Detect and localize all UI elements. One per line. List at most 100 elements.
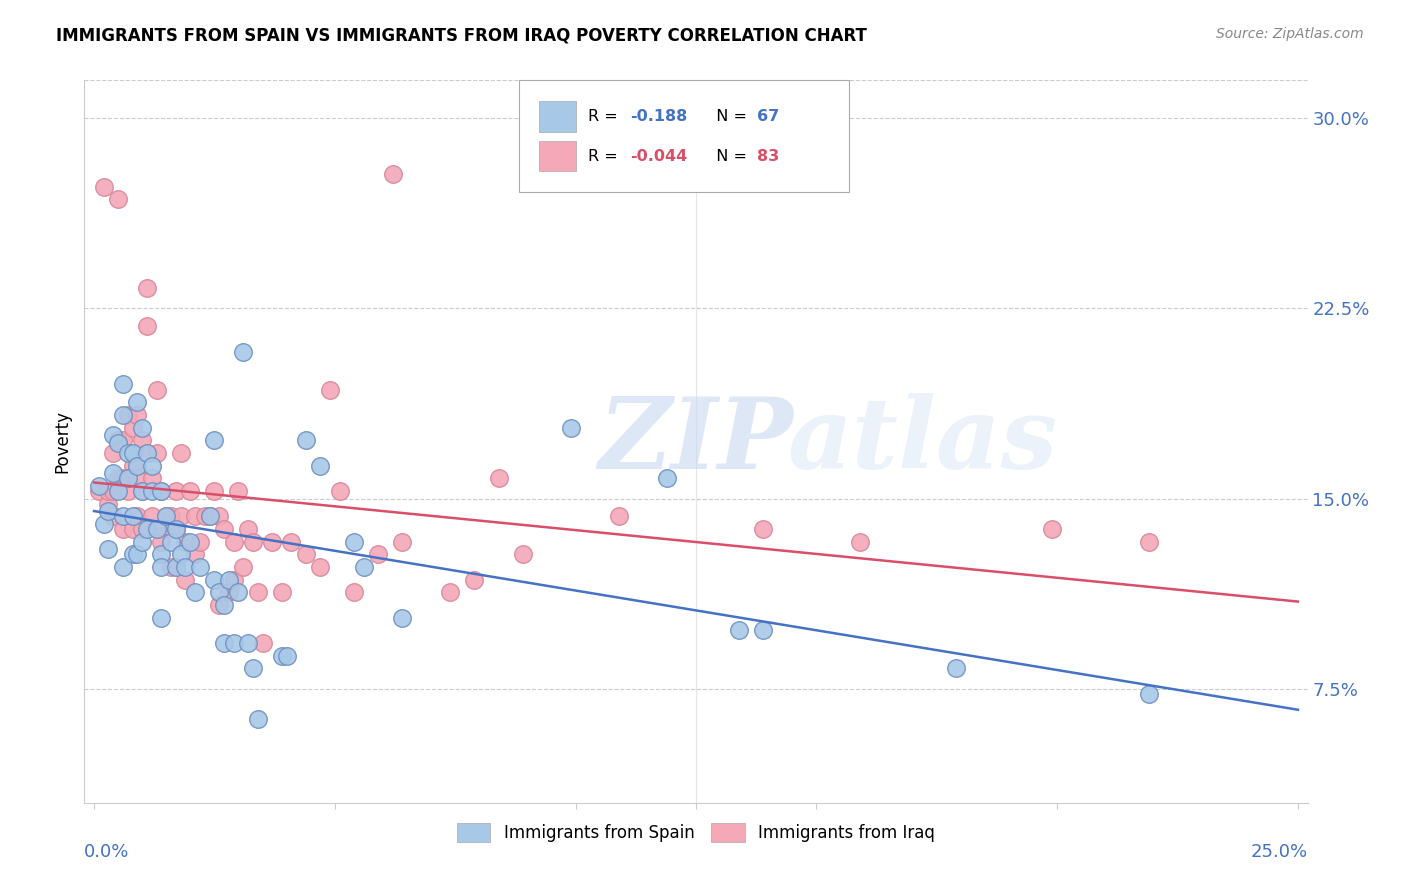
- Point: [179, 483, 201, 498]
- Point: [1040, 522, 1063, 536]
- Point: [752, 522, 775, 536]
- Point: [463, 573, 485, 587]
- Point: [848, 534, 870, 549]
- Point: [174, 560, 197, 574]
- Point: [107, 483, 129, 498]
- Point: [150, 534, 173, 549]
- Point: [97, 504, 120, 518]
- Point: [121, 446, 143, 460]
- Point: [111, 408, 134, 422]
- Point: [170, 547, 193, 561]
- Point: [280, 534, 302, 549]
- Point: [222, 573, 245, 587]
- Point: [232, 560, 254, 574]
- Point: [141, 483, 163, 498]
- Point: [1137, 687, 1160, 701]
- Point: [155, 509, 177, 524]
- Point: [246, 585, 269, 599]
- Point: [107, 193, 129, 207]
- Point: [222, 636, 245, 650]
- Point: [560, 420, 582, 434]
- Point: [121, 458, 143, 473]
- Point: [295, 434, 318, 448]
- Point: [131, 483, 153, 498]
- Point: [131, 522, 153, 536]
- FancyBboxPatch shape: [540, 101, 576, 132]
- Point: [208, 598, 231, 612]
- Text: atlas: atlas: [787, 393, 1057, 490]
- Point: [136, 446, 159, 460]
- Point: [87, 479, 110, 493]
- Point: [107, 434, 129, 448]
- Point: [131, 434, 153, 448]
- Point: [131, 420, 153, 434]
- Point: [145, 522, 167, 536]
- Point: [228, 585, 250, 599]
- Point: [111, 377, 134, 392]
- Text: ZIP: ZIP: [598, 393, 793, 490]
- Point: [309, 560, 332, 574]
- Text: 67: 67: [758, 109, 779, 124]
- Point: [121, 420, 143, 434]
- Point: [222, 534, 245, 549]
- Point: [103, 483, 125, 498]
- Point: [103, 467, 125, 481]
- Point: [488, 471, 510, 485]
- Point: [188, 534, 211, 549]
- Point: [150, 547, 173, 561]
- Point: [218, 585, 240, 599]
- Y-axis label: Poverty: Poverty: [53, 410, 72, 473]
- Point: [103, 428, 125, 442]
- Point: [184, 547, 207, 561]
- Point: [242, 534, 264, 549]
- Point: [150, 611, 173, 625]
- Point: [262, 534, 284, 549]
- Point: [103, 509, 125, 524]
- Point: [208, 585, 231, 599]
- Text: R =: R =: [588, 149, 623, 163]
- Point: [367, 547, 389, 561]
- Point: [188, 560, 211, 574]
- Point: [202, 483, 225, 498]
- Point: [121, 522, 143, 536]
- Point: [111, 560, 134, 574]
- Point: [127, 471, 149, 485]
- Legend: Immigrants from Spain, Immigrants from Iraq: Immigrants from Spain, Immigrants from I…: [450, 816, 942, 848]
- Point: [165, 522, 187, 536]
- Point: [103, 446, 125, 460]
- Point: [160, 534, 183, 549]
- Point: [165, 560, 187, 574]
- Point: [170, 446, 193, 460]
- Text: N =: N =: [706, 149, 752, 163]
- Text: 0.0%: 0.0%: [84, 843, 129, 861]
- Point: [728, 624, 751, 638]
- Point: [136, 281, 159, 295]
- Point: [165, 483, 187, 498]
- Point: [117, 408, 139, 422]
- Point: [121, 509, 143, 524]
- Point: [117, 471, 139, 485]
- Point: [319, 383, 342, 397]
- Point: [381, 167, 404, 181]
- Point: [270, 585, 292, 599]
- Point: [752, 624, 775, 638]
- Point: [236, 522, 259, 536]
- Point: [184, 509, 207, 524]
- Point: [198, 509, 221, 524]
- Point: [127, 458, 149, 473]
- Point: [184, 585, 207, 599]
- Point: [170, 509, 193, 524]
- Point: [97, 542, 120, 557]
- Point: [127, 509, 149, 524]
- FancyBboxPatch shape: [519, 80, 849, 193]
- Point: [202, 573, 225, 587]
- Point: [131, 483, 153, 498]
- Point: [179, 534, 201, 549]
- Point: [141, 471, 163, 485]
- Point: [121, 547, 143, 561]
- FancyBboxPatch shape: [540, 141, 576, 171]
- Point: [127, 547, 149, 561]
- Point: [136, 522, 159, 536]
- Point: [236, 636, 259, 650]
- Point: [212, 636, 235, 650]
